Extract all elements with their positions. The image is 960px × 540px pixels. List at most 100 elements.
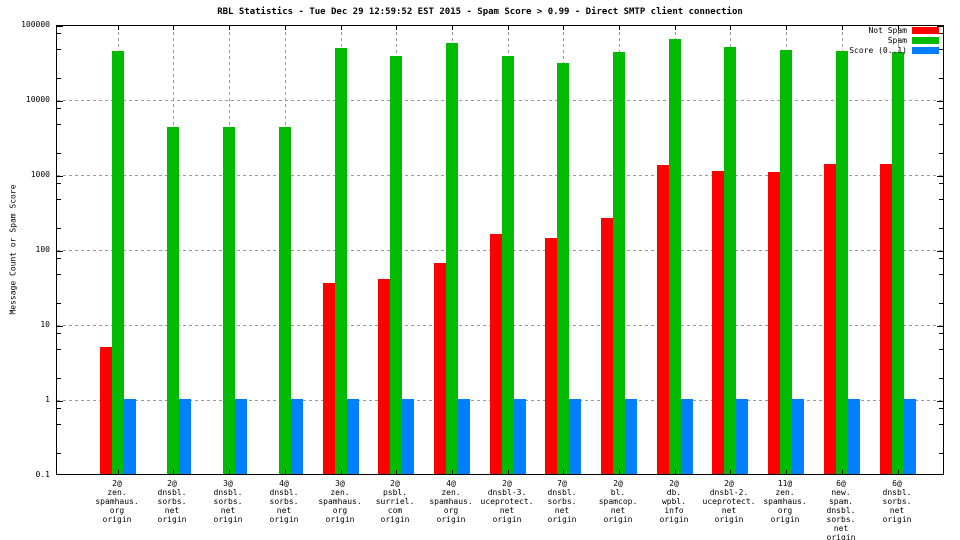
x-tick [842, 470, 843, 474]
y-minor-tick [57, 153, 61, 154]
x-category-label: 7@ dnsbl. sorbs. net origin [534, 479, 590, 524]
bar-not-spam [712, 171, 724, 474]
x-tick [452, 470, 453, 474]
y-minor-tick [57, 78, 61, 79]
bar-spam [335, 48, 347, 474]
x-tick [898, 26, 899, 30]
x-category-line: dnsbl. [882, 488, 912, 497]
x-tick [118, 26, 119, 30]
x-category-line: dnsbl. [547, 488, 577, 497]
x-category-line: sorbs. [547, 497, 577, 506]
x-category-line: spamhaus. [763, 497, 807, 506]
x-category-line: zen. [775, 488, 795, 497]
x-category-line: org [777, 506, 793, 515]
x-category-line: 2@ [390, 479, 400, 488]
x-tick [675, 26, 676, 30]
x-category-label: 3@ zen. spamhaus. org origin [312, 479, 368, 524]
y-minor-tick [57, 378, 61, 379]
y-minor-tick [57, 333, 61, 334]
x-category-line: 4@ [279, 479, 289, 488]
y-major-tick [57, 26, 63, 27]
x-category-line: uceprotect. [480, 497, 534, 506]
bar-not-spam [824, 164, 836, 474]
y-major-tick [937, 176, 943, 177]
x-category-line: net [889, 506, 905, 515]
x-category-label: 6@ dnsbl. sorbs. net origin [869, 479, 925, 524]
bar-spam [502, 56, 514, 474]
y-minor-tick [939, 274, 943, 275]
x-tick [229, 470, 230, 474]
y-tick-label: 100 [35, 245, 50, 254]
x-category-line: sorbs. [826, 515, 856, 524]
x-category-label: 2@ db. wpbl. info origin [646, 479, 702, 524]
x-category-label: 2@ dnsbl. sorbs. net origin [144, 479, 200, 524]
y-minor-tick [939, 258, 943, 259]
y-tick-label: 0.1 [35, 470, 50, 479]
y-minor-tick [939, 333, 943, 334]
x-category-line: origin [547, 515, 577, 524]
legend-label-spam: Spam [887, 35, 907, 45]
bar-score-0-1- [792, 399, 804, 474]
x-category-line: zen. [330, 488, 350, 497]
x-category-line: origin [157, 515, 187, 524]
legend-swatch-not-spam [912, 26, 939, 34]
legend: Not Spam Spam Score (0..1) [760, 25, 939, 55]
x-category-line: net [721, 506, 737, 515]
y-minor-tick [939, 33, 943, 34]
bar-not-spam [601, 218, 613, 474]
x-tick [285, 470, 286, 474]
bar-not-spam [434, 263, 446, 474]
x-category-label: 4@ zen. spamhaus. org origin [423, 479, 479, 524]
x-category-line: origin [603, 515, 633, 524]
x-tick [898, 470, 899, 474]
y-major-tick [937, 101, 943, 102]
plot-area [56, 25, 944, 475]
bar-spam [669, 39, 681, 474]
bar-score-0-1- [904, 399, 916, 474]
y-minor-tick [939, 183, 943, 184]
x-category-line: 2@ [167, 479, 177, 488]
x-category-line: dnsbl-2. [709, 488, 749, 497]
y-tick-label: 1000 [30, 170, 50, 179]
x-tick [842, 26, 843, 30]
x-category-line: net [220, 506, 236, 515]
y-minor-tick [57, 49, 61, 50]
x-tick [508, 26, 509, 30]
y-major-tick [937, 401, 943, 402]
x-tick [786, 26, 787, 30]
x-tick [563, 470, 564, 474]
x-tick [619, 470, 620, 474]
x-category-line: com [387, 506, 403, 515]
x-category-label: 2@ dnsbl-3. uceprotect. net origin [479, 479, 535, 524]
x-category-line: psbl. [382, 488, 408, 497]
x-category-line: sorbs. [269, 497, 299, 506]
x-category-line: 2@ [613, 479, 623, 488]
y-major-tick [57, 251, 63, 252]
x-category-line: surriel. [375, 497, 415, 506]
x-category-line: sorbs. [157, 497, 187, 506]
bar-spam [112, 51, 124, 474]
x-tick [619, 26, 620, 30]
y-major-tick [57, 401, 63, 402]
y-minor-tick [939, 424, 943, 425]
x-category-label: 3@ dnsbl. sorbs. net origin [200, 479, 256, 524]
bar-score-0-1- [848, 399, 860, 474]
x-tick [396, 26, 397, 30]
bar-score-0-1- [291, 399, 303, 474]
x-tick [786, 470, 787, 474]
y-tick-label: 1 [45, 395, 50, 404]
y-minor-tick [939, 303, 943, 304]
y-minor-tick [57, 453, 61, 454]
x-tick [118, 470, 119, 474]
y-minor-tick [939, 153, 943, 154]
x-category-line: origin [325, 515, 355, 524]
x-category-line: origin [659, 515, 689, 524]
bar-spam [613, 52, 625, 474]
x-category-line: 6@ [892, 479, 902, 488]
x-tick [285, 26, 286, 30]
y-minor-tick [57, 228, 61, 229]
x-category-line: org [109, 506, 125, 515]
y-minor-tick [939, 408, 943, 409]
bar-spam [167, 127, 179, 474]
